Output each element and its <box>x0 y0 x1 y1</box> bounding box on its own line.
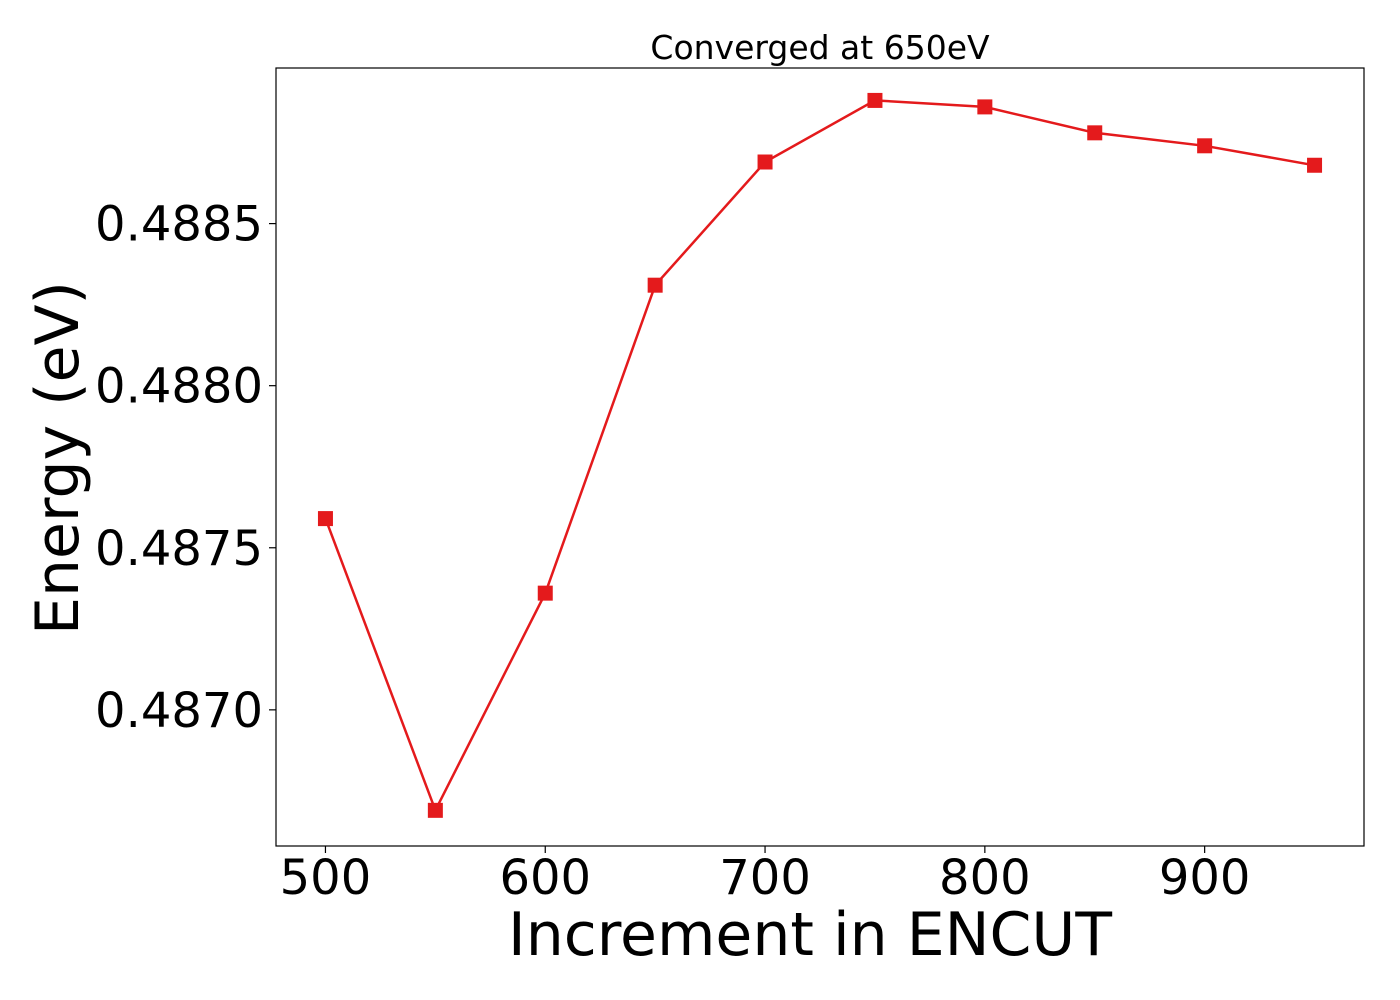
data-point-marker <box>977 99 993 115</box>
y-tick-label: 0.4870 <box>95 683 263 739</box>
y-tick-label: 0.4880 <box>95 359 263 415</box>
data-point-marker <box>867 92 883 108</box>
x-axis: 500 600 700 800 900 <box>280 846 1251 906</box>
x-tick-label: 800 <box>939 850 1031 906</box>
data-point-marker <box>1307 157 1323 173</box>
y-tick-label: 0.4875 <box>95 521 263 577</box>
x-tick-label: 500 <box>280 850 372 906</box>
x-tick-label: 700 <box>719 850 811 906</box>
x-axis-title: Increment in ENCUT <box>508 900 1112 970</box>
plot-frame <box>275 67 1365 847</box>
plot-area: 500 600 700 800 900 0.4870 0.4875 0.4880 0.4885 <box>95 67 1365 906</box>
series-line <box>324 99 1315 814</box>
y-axis-title: Energy (eV) <box>23 281 93 635</box>
data-point-marker <box>537 585 553 601</box>
data-point-marker <box>1197 138 1213 154</box>
series-markers <box>317 92 1323 818</box>
chart-title: Converged at 650eV <box>650 28 990 67</box>
x-tick-label: 600 <box>499 850 591 906</box>
data-point-marker <box>757 154 773 170</box>
data-point-marker <box>317 511 333 527</box>
y-axis: 0.4870 0.4875 0.4880 0.4885 <box>95 197 276 739</box>
data-point-marker <box>647 277 663 293</box>
x-tick-label: 900 <box>1159 850 1251 906</box>
y-tick-label: 0.4885 <box>95 197 263 253</box>
data-point-marker <box>427 802 443 818</box>
data-point-marker <box>1087 125 1103 141</box>
